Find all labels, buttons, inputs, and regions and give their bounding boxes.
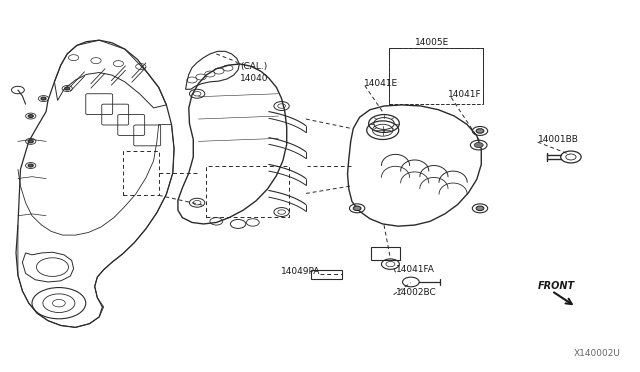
Text: (CAL.)
14040: (CAL.) 14040 xyxy=(240,62,269,83)
Text: 14049PA: 14049PA xyxy=(280,267,320,276)
Circle shape xyxy=(353,206,361,211)
Circle shape xyxy=(476,206,484,211)
Circle shape xyxy=(28,164,33,167)
Circle shape xyxy=(65,87,70,90)
Circle shape xyxy=(28,115,33,118)
Text: 14041E: 14041E xyxy=(364,79,397,88)
Text: 14041F: 14041F xyxy=(448,90,482,99)
Text: 14001BB: 14001BB xyxy=(538,135,579,144)
Circle shape xyxy=(476,129,484,133)
Circle shape xyxy=(474,142,483,148)
Text: X140002U: X140002U xyxy=(574,349,621,358)
Bar xyxy=(389,48,483,104)
Text: 14002BC: 14002BC xyxy=(396,288,436,296)
Text: FRONT: FRONT xyxy=(538,282,575,291)
Text: 14005E: 14005E xyxy=(415,38,449,47)
Circle shape xyxy=(41,97,46,100)
Circle shape xyxy=(28,140,33,143)
Text: 14041FA: 14041FA xyxy=(396,265,435,274)
